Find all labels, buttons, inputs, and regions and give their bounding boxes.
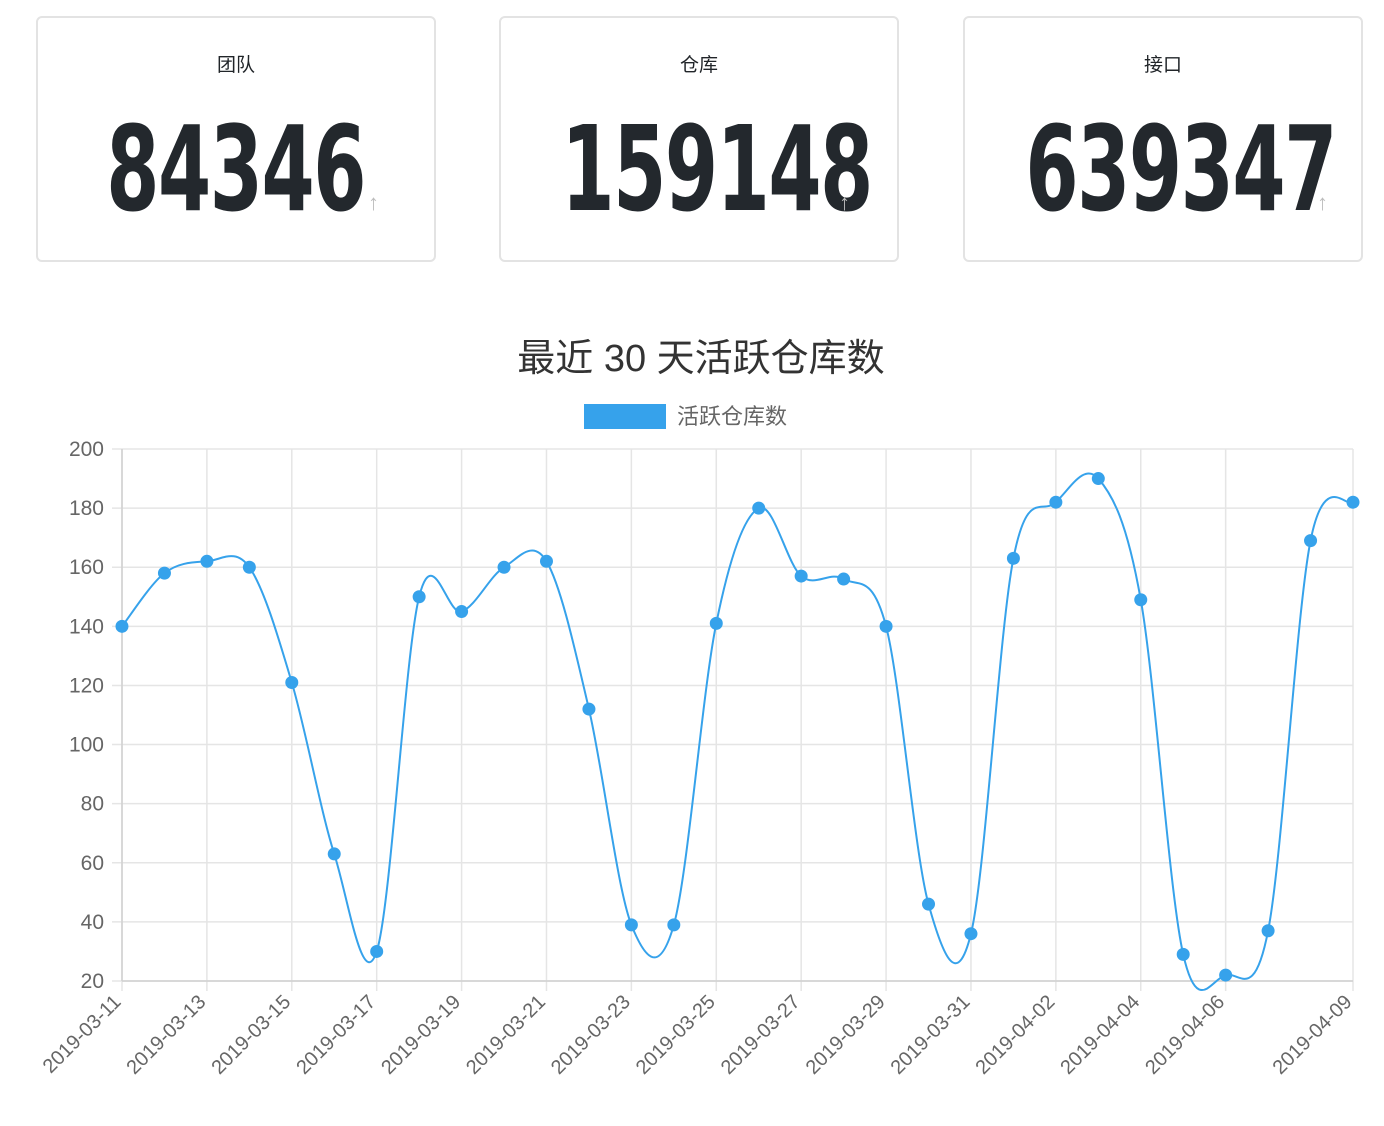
data-point[interactable] (157, 566, 171, 580)
x-tick-label: 2019-03-19 (377, 991, 465, 1079)
data-point[interactable] (539, 554, 553, 568)
x-tick-label: 2019-03-29 (802, 991, 890, 1079)
stat-value: 639347 (1025, 100, 1337, 238)
y-tick-label: 40 (81, 911, 104, 934)
chart-series (115, 472, 1360, 992)
data-point[interactable] (624, 918, 638, 932)
legend-swatch[interactable] (584, 404, 666, 429)
data-point[interactable] (1261, 924, 1275, 938)
data-point[interactable] (964, 927, 978, 941)
stat-card-repo: 仓库 159148 ↑ (499, 16, 899, 262)
data-point[interactable] (752, 501, 766, 515)
data-point[interactable] (1006, 551, 1020, 565)
x-tick-label: 2019-03-17 (292, 991, 380, 1079)
y-tick-label: 160 (69, 556, 104, 579)
stat-label: 仓库 (679, 55, 718, 76)
data-point[interactable] (1346, 495, 1360, 509)
chart-title: 最近 30 天活跃仓库数 (517, 338, 884, 380)
series-line (121, 472, 1354, 992)
up-arrow-icon: ↑ (368, 190, 379, 215)
x-tick-label: 2019-04-09 (1269, 991, 1357, 1079)
data-point[interactable] (115, 619, 129, 633)
data-point[interactable] (1304, 534, 1318, 548)
data-point[interactable] (412, 590, 426, 604)
x-tick-label: 2019-04-06 (1141, 991, 1229, 1079)
y-tick-label: 140 (69, 615, 104, 638)
chart-grid (112, 448, 1354, 991)
x-tick-label: 2019-03-23 (547, 991, 635, 1079)
x-tick-label: 2019-03-21 (462, 991, 550, 1079)
data-point[interactable] (242, 560, 256, 574)
data-point[interactable] (582, 702, 596, 716)
data-point[interactable] (1176, 947, 1190, 961)
y-tick-label: 80 (81, 793, 104, 816)
stat-label: 接口 (1143, 55, 1182, 76)
x-tick-label: 2019-03-25 (632, 991, 720, 1079)
data-point[interactable] (497, 560, 511, 574)
x-tick-label: 2019-04-02 (971, 991, 1059, 1079)
stat-value: 84346 (106, 100, 367, 238)
data-point[interactable] (1049, 495, 1063, 509)
active-repos-line-chart: 最近 30 天活跃仓库数 活跃仓库数 20 40 60 80 100 120 140 160 1… (39, 338, 1360, 1079)
data-point[interactable] (922, 897, 936, 911)
y-tick-label: 60 (81, 852, 104, 875)
stat-card-api: 接口 639347 ↑ (963, 16, 1363, 262)
data-point[interactable] (285, 675, 299, 689)
data-point[interactable] (200, 554, 214, 568)
data-point[interactable] (837, 572, 851, 586)
data-point[interactable] (327, 847, 341, 861)
y-tick-label: 200 (69, 438, 104, 461)
data-point[interactable] (1134, 593, 1148, 607)
x-tick-label: 2019-03-15 (207, 991, 295, 1079)
stat-label: 团队 (216, 55, 255, 76)
x-tick-label: 2019-03-13 (123, 991, 211, 1079)
x-tick-label: 2019-03-27 (717, 991, 805, 1079)
stat-card-team: 团队 84346 ↑ (36, 16, 436, 262)
data-point[interactable] (709, 616, 723, 630)
data-point[interactable] (1219, 968, 1233, 982)
data-point[interactable] (794, 569, 808, 583)
data-point[interactable] (667, 918, 681, 932)
legend-label[interactable]: 活跃仓库数 (677, 404, 787, 429)
x-tick-label: 2019-04-04 (1056, 991, 1144, 1079)
up-arrow-icon: ↑ (839, 190, 850, 215)
data-point[interactable] (455, 605, 469, 619)
x-tick-label: 2019-03-31 (887, 991, 975, 1079)
up-arrow-icon: ↑ (1317, 190, 1328, 215)
data-point[interactable] (1091, 472, 1105, 486)
data-point[interactable] (370, 944, 384, 958)
y-tick-label: 120 (69, 674, 104, 697)
y-tick-label: 100 (69, 734, 104, 757)
data-point[interactable] (879, 619, 893, 633)
y-tick-label: 20 (81, 970, 104, 993)
y-tick-label: 180 (69, 497, 104, 520)
stat-value: 159148 (561, 100, 873, 238)
x-tick-label: 2019-03-11 (39, 991, 126, 1078)
